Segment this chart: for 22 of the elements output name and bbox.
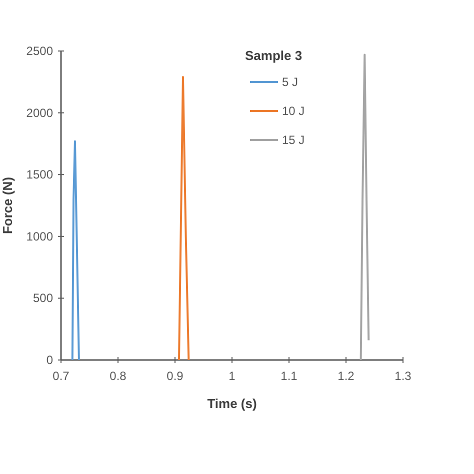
x-tick-label: 1	[228, 369, 236, 383]
x-tick-label: 1.3	[394, 369, 412, 383]
y-tick-label: 1000	[26, 229, 54, 244]
x-axis-title: Time (s)	[207, 396, 257, 411]
y-tick-label: 500	[32, 291, 54, 306]
legend-label: 5 J	[282, 75, 298, 89]
line-series	[71, 140, 80, 361]
x-tick-label: 0.8	[110, 369, 127, 383]
line-series	[178, 76, 190, 361]
line-series	[360, 54, 370, 361]
x-tick-label: 1.2	[338, 369, 355, 383]
x-tick-label: 0.7	[52, 369, 70, 383]
y-tick-label: 1500	[26, 168, 54, 182]
legend-label: 10 J	[282, 104, 305, 118]
x-tick-label: 0.9	[166, 369, 184, 383]
y-tick-label: 0	[46, 353, 54, 367]
legend-title: Sample 3	[245, 48, 302, 63]
y-tick-label: 2000	[26, 106, 54, 120]
y-axis-title: Force (N)	[0, 176, 15, 234]
legend-label: 15 J	[282, 133, 305, 147]
y-tick-label: 2500	[26, 44, 54, 58]
x-tick-label: 1.1	[280, 369, 298, 383]
